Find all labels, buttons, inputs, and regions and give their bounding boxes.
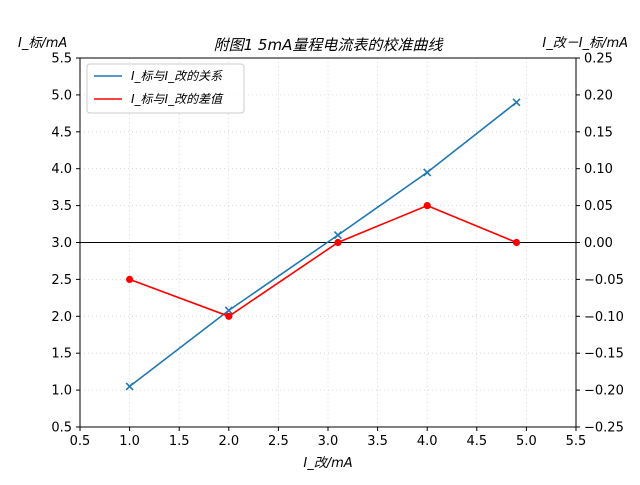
series-line-1 bbox=[129, 204, 517, 318]
right-y-tick-label: −0.15 bbox=[584, 347, 624, 362]
data-point-x-marker bbox=[125, 382, 134, 391]
x-tick-label: 0.5 bbox=[70, 434, 91, 449]
x-axis-label: I_改/mA bbox=[303, 456, 352, 471]
series-layer bbox=[125, 98, 521, 391]
x-tick-label: 3.5 bbox=[367, 434, 388, 449]
x-tick-label: 2.0 bbox=[218, 434, 239, 449]
left-y-tick-label: 4.5 bbox=[51, 125, 72, 140]
right-y-tick-label: 0.20 bbox=[584, 88, 613, 103]
data-point-circle-marker bbox=[512, 238, 521, 247]
left-y-tick-label: 1.0 bbox=[51, 384, 72, 399]
left-y-tick-label: 5.5 bbox=[51, 52, 72, 67]
right-y-tick-label: 0.05 bbox=[584, 199, 613, 214]
left-y-tick-label: 0.5 bbox=[51, 421, 72, 436]
right-y-tick-label: 0.00 bbox=[584, 236, 613, 251]
data-point-circle-marker bbox=[334, 238, 342, 247]
x-tick-label: 4.0 bbox=[417, 434, 438, 449]
x-tick-label: 1.0 bbox=[119, 434, 140, 449]
x-tick-label: 4.5 bbox=[466, 434, 487, 449]
right-y-axis-label: I_改－I_标/mA bbox=[542, 36, 628, 51]
x-tick-label: 1.5 bbox=[169, 434, 190, 449]
x-tick-label: 2.5 bbox=[268, 434, 289, 449]
legend-label-difference: I_标与I_改的差值 bbox=[131, 92, 224, 106]
left-y-tick-label: 2.0 bbox=[51, 310, 72, 325]
x-tick-label: 3.0 bbox=[318, 434, 339, 449]
data-point-circle-marker bbox=[225, 312, 233, 320]
chart-title: 附图1 5mA量程电流表的校准曲线 bbox=[214, 36, 445, 54]
right-y-tick-label: −0.10 bbox=[584, 310, 624, 325]
series-line-0 bbox=[129, 101, 517, 388]
left-y-tick-label: 5.0 bbox=[51, 88, 72, 103]
legend-label-relation: I_标与I_改的关系 bbox=[131, 69, 223, 83]
data-point-circle-marker bbox=[423, 202, 431, 210]
ticks: 0.5 1.0 1.5 2.0 2.5 3.0 3.5 4.0 4.5 5.0 5.5 0.5 1.0 1… bbox=[51, 52, 624, 450]
right-y-tick-label: 0.25 bbox=[584, 52, 613, 67]
right-y-tick-label: −0.05 bbox=[584, 273, 624, 288]
data-point-x-marker bbox=[333, 231, 342, 240]
legend-box bbox=[86, 63, 245, 114]
left-y-tick-label: 1.5 bbox=[51, 347, 72, 362]
right-y-tick-label: −0.20 bbox=[584, 384, 624, 399]
data-point-x-marker bbox=[423, 168, 432, 177]
right-y-tick-label: 0.10 bbox=[584, 162, 613, 177]
data-point-x-marker bbox=[224, 306, 233, 315]
x-tick-label: 5.0 bbox=[516, 434, 537, 449]
legend: I_标与I_改的关系 I_标与I_改的差值 bbox=[86, 63, 245, 114]
data-point-x-marker bbox=[512, 98, 521, 107]
left-y-tick-label: 2.5 bbox=[51, 273, 72, 288]
left-y-tick-label: 4.0 bbox=[51, 162, 72, 177]
x-tick-label: 5.5 bbox=[566, 434, 587, 449]
left-y-axis-label: I_标/mA bbox=[18, 36, 67, 51]
left-y-tick-label: 3.5 bbox=[51, 199, 72, 214]
data-point-circle-marker bbox=[126, 275, 134, 283]
left-y-tick-label: 3.0 bbox=[51, 236, 72, 251]
right-y-tick-label: −0.25 bbox=[584, 421, 624, 436]
right-y-tick-label: 0.15 bbox=[584, 125, 613, 140]
